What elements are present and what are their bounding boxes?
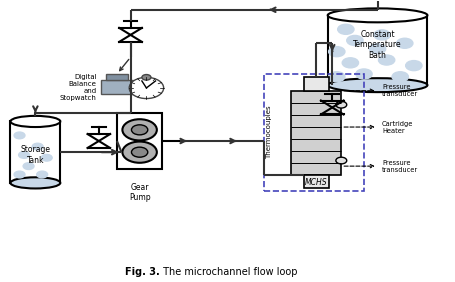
Text: Gear
Pump: Gear Pump (128, 183, 150, 202)
Circle shape (131, 147, 147, 157)
Circle shape (122, 119, 157, 140)
Circle shape (41, 155, 52, 161)
Circle shape (396, 38, 412, 48)
Ellipse shape (10, 116, 60, 127)
Circle shape (355, 69, 371, 79)
Circle shape (129, 77, 163, 98)
Circle shape (14, 132, 25, 139)
Text: The microchannel flow loop: The microchannel flow loop (159, 267, 297, 277)
Circle shape (405, 61, 421, 70)
Text: Storage
Tank: Storage Tank (20, 145, 50, 165)
Bar (106, 74, 128, 80)
Bar (291, 91, 340, 175)
Circle shape (122, 142, 157, 163)
Bar (101, 80, 132, 94)
Circle shape (341, 58, 358, 68)
Ellipse shape (327, 8, 426, 22)
Circle shape (391, 72, 408, 82)
Circle shape (328, 47, 344, 57)
Text: Constant
Temperature
Bath: Constant Temperature Bath (353, 30, 401, 60)
Circle shape (335, 157, 346, 164)
Text: Pressure
transducer: Pressure transducer (381, 160, 417, 173)
Circle shape (373, 30, 389, 40)
Text: Pressure
transducer: Pressure transducer (381, 84, 417, 97)
Circle shape (37, 171, 47, 178)
Ellipse shape (327, 78, 426, 92)
Circle shape (335, 101, 346, 108)
Text: Cartridge
Heater: Cartridge Heater (381, 120, 413, 134)
Circle shape (23, 163, 34, 169)
Bar (303, 77, 328, 91)
Circle shape (14, 171, 25, 178)
Ellipse shape (10, 177, 60, 188)
Circle shape (346, 36, 362, 45)
Circle shape (131, 125, 147, 135)
Text: Digital
Balance
and
Stopwatch: Digital Balance and Stopwatch (60, 74, 96, 102)
Bar (264, 74, 363, 191)
Bar (303, 175, 328, 188)
Bar (327, 15, 426, 85)
Circle shape (328, 72, 344, 82)
Circle shape (378, 55, 394, 65)
Circle shape (32, 143, 43, 150)
Text: Fig. 3.: Fig. 3. (125, 267, 159, 277)
Text: MCHS: MCHS (304, 179, 327, 187)
Circle shape (19, 152, 30, 158)
Circle shape (337, 24, 353, 34)
Text: Thermocouples: Thermocouples (265, 106, 271, 159)
Circle shape (369, 44, 385, 54)
Bar (10, 122, 60, 183)
Circle shape (142, 74, 151, 80)
